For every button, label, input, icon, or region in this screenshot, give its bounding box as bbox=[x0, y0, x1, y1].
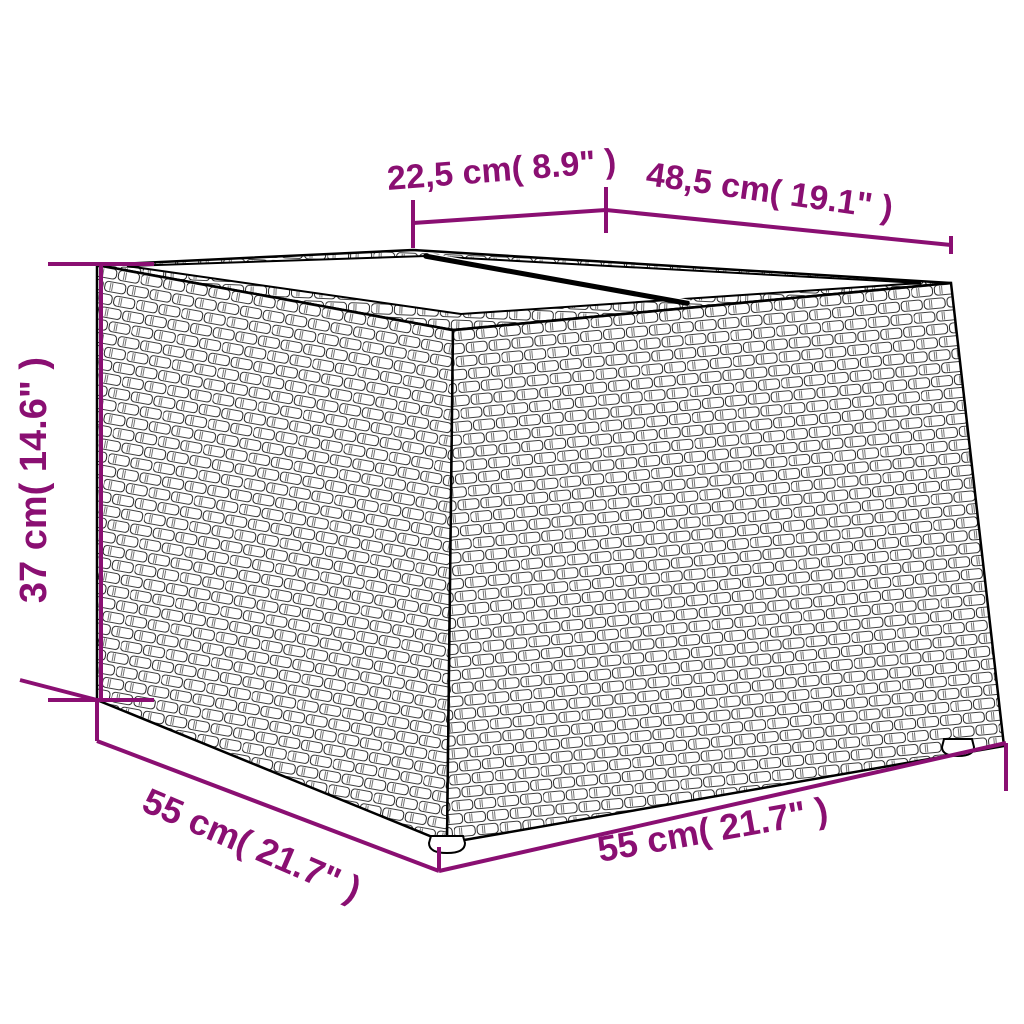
svg-text:37 cm( 14.6" ): 37 cm( 14.6" ) bbox=[13, 357, 55, 603]
